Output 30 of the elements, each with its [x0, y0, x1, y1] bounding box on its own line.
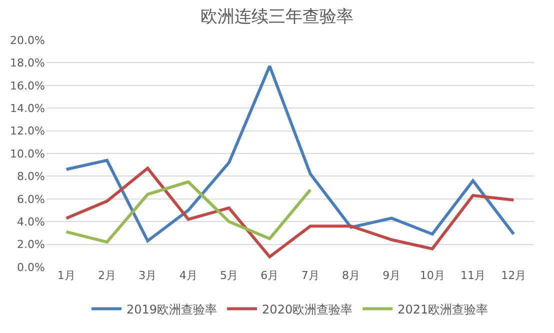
x-tick-label: 3月: [138, 269, 157, 282]
x-tick-label: 5月: [220, 269, 238, 282]
y-tick-label: 12.0%: [10, 124, 45, 138]
y-tick-label: 20.0%: [10, 34, 45, 47]
y-tick-label: 2.0%: [17, 238, 45, 252]
chart-title: 欧洲连续三年查验率: [200, 6, 354, 27]
x-tick-label: 1月: [57, 269, 76, 282]
y-tick-label: 14.0%: [10, 102, 45, 115]
y-tick-label: 8.0%: [17, 170, 45, 184]
y-tick-label: 4.0%: [17, 215, 45, 228]
x-tick-label: 2月: [98, 269, 116, 282]
y-tick-label: 16.0%: [10, 79, 45, 92]
legend-label: 2019欧洲查验率: [126, 302, 218, 316]
legend-label: 2021欧洲查验率: [398, 302, 488, 316]
x-tick-label: 11月: [460, 269, 486, 282]
y-tick-label: 10.0%: [10, 147, 45, 160]
line-series: [64, 64, 516, 242]
x-tick-label: 10月: [420, 269, 445, 282]
y-tick-label: 6.0%: [17, 192, 45, 206]
x-tick-label: 4月: [179, 269, 198, 282]
x-tick-label: 7月: [301, 269, 320, 282]
line-series: [64, 180, 312, 244]
x-tick-label: 9月: [382, 269, 401, 282]
x-tick-label: 6月: [260, 269, 279, 282]
y-tick-label: 18.0%: [10, 56, 45, 70]
legend-label: 2020欧洲查验率: [262, 302, 353, 316]
x-tick-label: 12月: [501, 269, 526, 282]
line-series: [64, 166, 516, 258]
y-tick-label: 0.0%: [17, 260, 45, 274]
x-tick-label: 8月: [342, 269, 360, 282]
